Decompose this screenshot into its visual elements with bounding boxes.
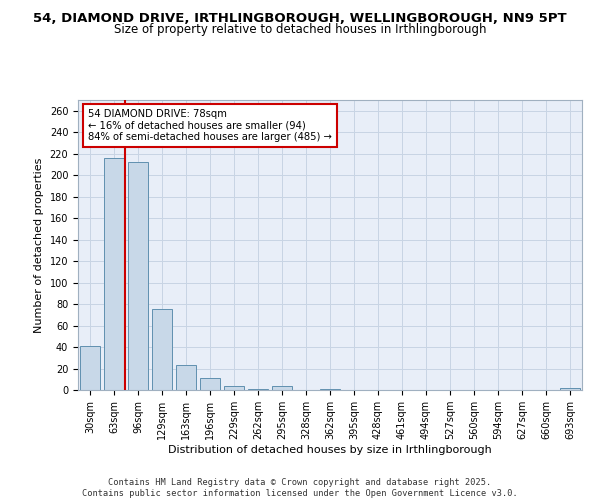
Bar: [272, 386, 292, 390]
Text: 54 DIAMOND DRIVE: 78sqm
← 16% of detached houses are smaller (94)
84% of semi-de: 54 DIAMOND DRIVE: 78sqm ← 16% of detache…: [88, 108, 332, 142]
Bar: [224, 386, 244, 390]
Bar: [200, 378, 220, 390]
Bar: [104, 158, 124, 390]
X-axis label: Distribution of detached houses by size in Irthlingborough: Distribution of detached houses by size …: [168, 445, 492, 455]
Text: Contains HM Land Registry data © Crown copyright and database right 2025.
Contai: Contains HM Land Registry data © Crown c…: [82, 478, 518, 498]
Bar: [560, 388, 580, 390]
Bar: [320, 389, 340, 390]
Text: 54, DIAMOND DRIVE, IRTHLINGBOROUGH, WELLINGBOROUGH, NN9 5PT: 54, DIAMOND DRIVE, IRTHLINGBOROUGH, WELL…: [33, 12, 567, 26]
Bar: [248, 389, 268, 390]
Bar: [152, 310, 172, 390]
Bar: [176, 366, 196, 390]
Bar: [128, 162, 148, 390]
Bar: [80, 346, 100, 390]
Y-axis label: Number of detached properties: Number of detached properties: [34, 158, 44, 332]
Text: Size of property relative to detached houses in Irthlingborough: Size of property relative to detached ho…: [114, 22, 486, 36]
